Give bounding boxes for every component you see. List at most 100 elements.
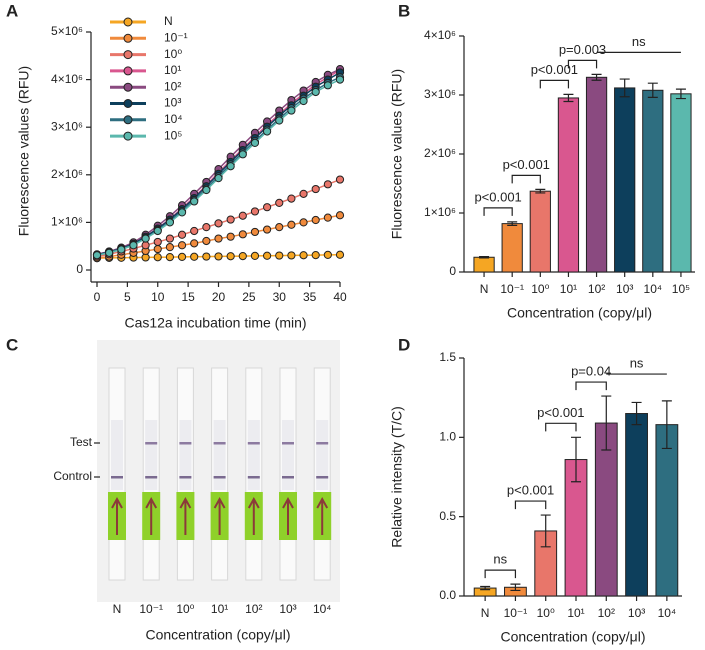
point bbox=[299, 218, 308, 227]
error-bar bbox=[479, 256, 490, 259]
y-axis-label: Relative intensity (T/C) bbox=[389, 406, 405, 548]
x-tick-label: 10⁻¹ bbox=[504, 606, 528, 620]
x-tick-label: 10¹ bbox=[560, 282, 577, 296]
control-line bbox=[111, 476, 123, 479]
panel-label: B bbox=[398, 1, 410, 20]
legend-marker bbox=[123, 82, 133, 92]
point bbox=[165, 253, 174, 262]
control-line bbox=[213, 476, 226, 479]
significance-bracket bbox=[484, 569, 517, 579]
x-tick-label: 10² bbox=[245, 602, 262, 616]
point bbox=[238, 211, 247, 220]
x-axis-label: Concentration (copy/μl) bbox=[145, 627, 290, 643]
legend-label: 10⁵ bbox=[164, 128, 182, 142]
control-line bbox=[316, 476, 329, 479]
point bbox=[226, 162, 235, 171]
bar bbox=[557, 97, 580, 273]
significance-bracket bbox=[545, 422, 577, 432]
point bbox=[117, 245, 126, 254]
x-tick-label: N bbox=[113, 602, 122, 616]
error-bar bbox=[563, 93, 574, 103]
x-tick-label: N bbox=[481, 606, 490, 620]
point bbox=[153, 237, 162, 247]
point bbox=[177, 208, 187, 217]
point bbox=[226, 232, 235, 241]
point bbox=[190, 226, 199, 236]
point bbox=[141, 234, 150, 243]
point bbox=[275, 198, 284, 207]
point bbox=[202, 252, 211, 261]
arrow bbox=[316, 496, 329, 535]
x-tick-label: 10⁴ bbox=[658, 606, 677, 620]
point bbox=[335, 75, 345, 84]
bar bbox=[642, 89, 664, 273]
bar bbox=[614, 87, 636, 273]
y-tick-label: 2×10⁶ bbox=[51, 167, 83, 181]
legend-marker bbox=[123, 50, 133, 60]
y-tick-label: 0.0 bbox=[439, 588, 456, 602]
x-tick-label: 30 bbox=[273, 290, 287, 304]
point bbox=[250, 227, 260, 237]
x-tick-label: 10³ bbox=[616, 282, 633, 296]
test-line bbox=[145, 442, 158, 445]
point bbox=[335, 211, 345, 220]
y-tick-label: 0 bbox=[76, 262, 83, 276]
point bbox=[129, 241, 138, 250]
x-tick-label: 0 bbox=[94, 290, 101, 304]
point bbox=[226, 215, 235, 224]
control-line bbox=[179, 476, 192, 479]
point bbox=[311, 184, 320, 194]
point bbox=[275, 251, 284, 260]
x-tick-label: 10¹ bbox=[211, 602, 228, 616]
significance-label: p<0.001 bbox=[503, 157, 550, 172]
point bbox=[214, 252, 223, 261]
point bbox=[311, 215, 320, 225]
point bbox=[299, 189, 308, 198]
arrow bbox=[247, 496, 260, 535]
bar bbox=[670, 93, 692, 273]
x-tick-label: 10³ bbox=[628, 606, 645, 620]
point bbox=[238, 252, 247, 261]
error-bar bbox=[675, 88, 686, 100]
y-tick-label: 4×10⁶ bbox=[424, 28, 456, 42]
strip-window bbox=[282, 420, 294, 490]
arrow bbox=[213, 496, 226, 535]
error-bar bbox=[619, 78, 630, 98]
x-tick-label: 10² bbox=[588, 282, 605, 296]
x-tick-label: 15 bbox=[181, 290, 195, 304]
x-tick-label: 10² bbox=[598, 606, 615, 620]
point bbox=[250, 207, 260, 216]
point bbox=[323, 180, 332, 189]
error-bar bbox=[591, 73, 602, 81]
point bbox=[190, 252, 199, 261]
point bbox=[323, 81, 332, 90]
legend-label: 10⁻¹ bbox=[164, 30, 188, 44]
point bbox=[250, 251, 260, 261]
y-tick-label: 5×10⁶ bbox=[51, 24, 83, 38]
point bbox=[287, 251, 296, 260]
bar bbox=[529, 190, 551, 273]
strip-window bbox=[316, 420, 329, 490]
significance-bracket bbox=[539, 79, 570, 89]
point bbox=[202, 185, 211, 195]
test-line bbox=[179, 442, 192, 445]
control-line bbox=[282, 476, 294, 479]
strip-window bbox=[247, 420, 260, 490]
x-tick-label: 40 bbox=[333, 290, 347, 304]
error-bar bbox=[480, 585, 491, 591]
point bbox=[177, 241, 187, 250]
y-tick-label: 0.5 bbox=[439, 509, 456, 523]
error-bar bbox=[601, 395, 612, 451]
error-bar bbox=[510, 583, 521, 592]
test-line bbox=[316, 442, 329, 445]
point bbox=[287, 220, 296, 229]
point bbox=[177, 230, 187, 239]
panel-label: D bbox=[398, 335, 410, 354]
y-tick-label: 4×10⁶ bbox=[51, 72, 83, 86]
x-tick-label: 20 bbox=[212, 290, 226, 304]
y-tick-label: 2×10⁶ bbox=[424, 146, 456, 160]
x-axis-label: Cas12a incubation time (min) bbox=[124, 315, 306, 331]
x-tick-label: 10⁴ bbox=[313, 602, 332, 616]
point bbox=[335, 175, 345, 184]
point bbox=[323, 250, 332, 260]
